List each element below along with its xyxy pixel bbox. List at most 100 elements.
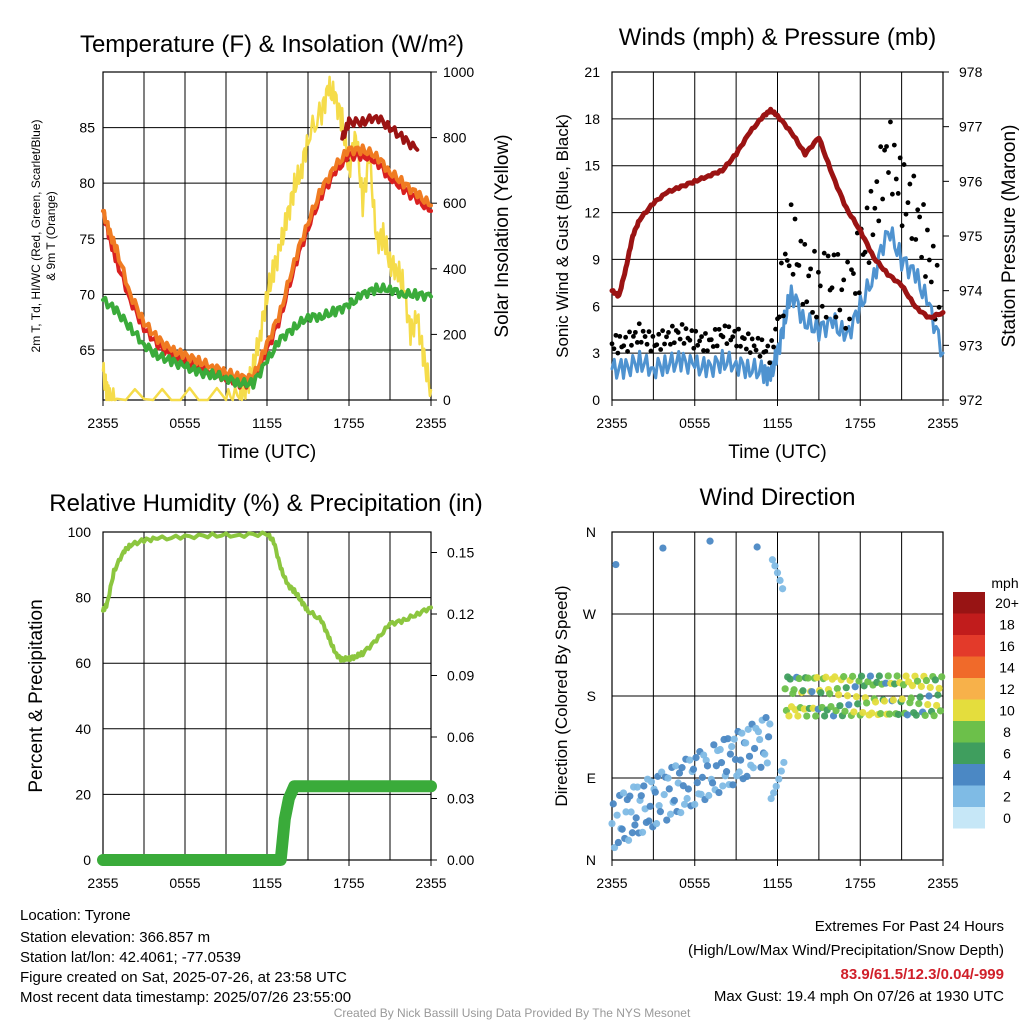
- gust-point: [870, 232, 876, 238]
- gust-point: [784, 258, 790, 263]
- legend-swatch: [953, 807, 985, 829]
- direction-point: [866, 672, 875, 680]
- direction-point: [889, 696, 897, 704]
- direction-point: [785, 712, 793, 720]
- gust-point: [693, 328, 699, 334]
- gust-point: [897, 155, 903, 161]
- chart2-ylabel-left: Sonic Wind & Gust (Blue, Black): [553, 114, 572, 358]
- direction-point: [647, 778, 656, 786]
- y-right-tick-label: 974: [959, 283, 983, 299]
- gust-point: [782, 251, 788, 257]
- direction-point: [857, 672, 866, 680]
- direction-point: [614, 838, 622, 847]
- direction-point: [761, 750, 769, 758]
- y-left-tick-label: 100: [68, 524, 92, 540]
- direction-point: [651, 788, 659, 796]
- gust-point: [699, 334, 704, 340]
- direction-point: [771, 562, 779, 570]
- direction-point: [831, 673, 839, 681]
- y-left-tick-label: 40: [75, 721, 91, 737]
- legend-swatch: [953, 785, 985, 807]
- gust-point: [759, 337, 765, 343]
- direction-point: [706, 537, 714, 545]
- y-right-tick-label: 0.15: [447, 545, 474, 561]
- gust-point: [708, 337, 714, 343]
- gust-point: [852, 291, 858, 296]
- gust-point: [907, 181, 913, 187]
- chart1-ylabel-right: Solar Insolation (Yellow): [492, 134, 513, 337]
- gust-point: [788, 202, 794, 208]
- gust-point: [886, 170, 891, 175]
- direction-point: [753, 543, 761, 551]
- recent-label: Most recent data timestamp: 2025/07/26 2…: [20, 989, 352, 1006]
- x-tick-label: 2355: [596, 875, 627, 891]
- direction-point: [936, 707, 945, 715]
- direction-point: [898, 695, 906, 703]
- gust-point: [812, 248, 817, 254]
- direction-point: [710, 741, 718, 749]
- gust-point: [903, 211, 909, 217]
- direction-point: [780, 758, 788, 767]
- y-right-tick-label: 0.03: [447, 791, 474, 807]
- gust-point: [631, 334, 636, 339]
- y-left-tick-label: 21: [584, 64, 600, 80]
- gust-point: [695, 342, 701, 348]
- direction-point: [770, 789, 778, 797]
- direction-point: [925, 692, 933, 700]
- chart2-xlabel: Time (UTC): [728, 442, 827, 463]
- direction-point: [903, 711, 911, 719]
- direction-point: [859, 708, 867, 717]
- x-tick-label: 1755: [845, 875, 876, 891]
- gust-point: [664, 334, 669, 340]
- y-right-tick-label: 400: [443, 261, 467, 277]
- direction-point: [843, 692, 852, 700]
- direction-point: [640, 782, 648, 790]
- direction-point: [812, 712, 820, 720]
- direction-point: [826, 690, 834, 698]
- gust-point: [753, 347, 759, 353]
- direction-point: [875, 672, 883, 680]
- x-tick-label: 1155: [252, 415, 282, 431]
- direction-point: [609, 800, 617, 808]
- gust-point: [884, 144, 889, 149]
- gust-point: [666, 330, 671, 335]
- gust-point: [868, 188, 874, 194]
- gust-point: [763, 348, 769, 354]
- direction-point: [885, 710, 894, 718]
- direction-point: [628, 829, 636, 837]
- direction-point: [736, 756, 745, 764]
- direction-point: [757, 763, 765, 771]
- direction-point: [744, 725, 752, 733]
- gust-point: [640, 328, 646, 334]
- direction-point: [841, 707, 849, 715]
- gust-point: [697, 338, 703, 344]
- direction-point: [608, 819, 616, 828]
- direction-point: [782, 706, 791, 715]
- gust-point: [835, 251, 841, 257]
- legend-swatch: [953, 656, 985, 678]
- gust-point: [745, 331, 751, 337]
- direction-point: [930, 712, 938, 720]
- direction-point: [660, 791, 668, 799]
- y-tick-label: N: [586, 852, 596, 868]
- gust-point: [817, 283, 823, 289]
- gust-point: [905, 200, 911, 206]
- y-left-tick-label: 12: [584, 205, 600, 221]
- gust-point: [668, 341, 673, 347]
- gust-point: [691, 345, 697, 351]
- gust-point: [790, 271, 796, 277]
- extremes-subheading: (High/Low/Max Wind/Precipitation/Snow De…: [688, 942, 1004, 959]
- gust-point: [909, 236, 915, 241]
- gust-point: [825, 253, 831, 259]
- x-tick-label: 1155: [252, 875, 282, 891]
- direction-point: [633, 783, 642, 791]
- gust-point: [819, 303, 825, 309]
- legend-swatch: [953, 699, 985, 721]
- y-tick-label: E: [587, 770, 596, 786]
- legend-label: 18: [999, 616, 1015, 632]
- y-left-tick-label: 70: [79, 286, 95, 302]
- x-tick-label: 2355: [415, 875, 446, 891]
- legend-label: 12: [999, 681, 1015, 697]
- direction-point: [908, 682, 917, 690]
- gust-point: [743, 346, 749, 352]
